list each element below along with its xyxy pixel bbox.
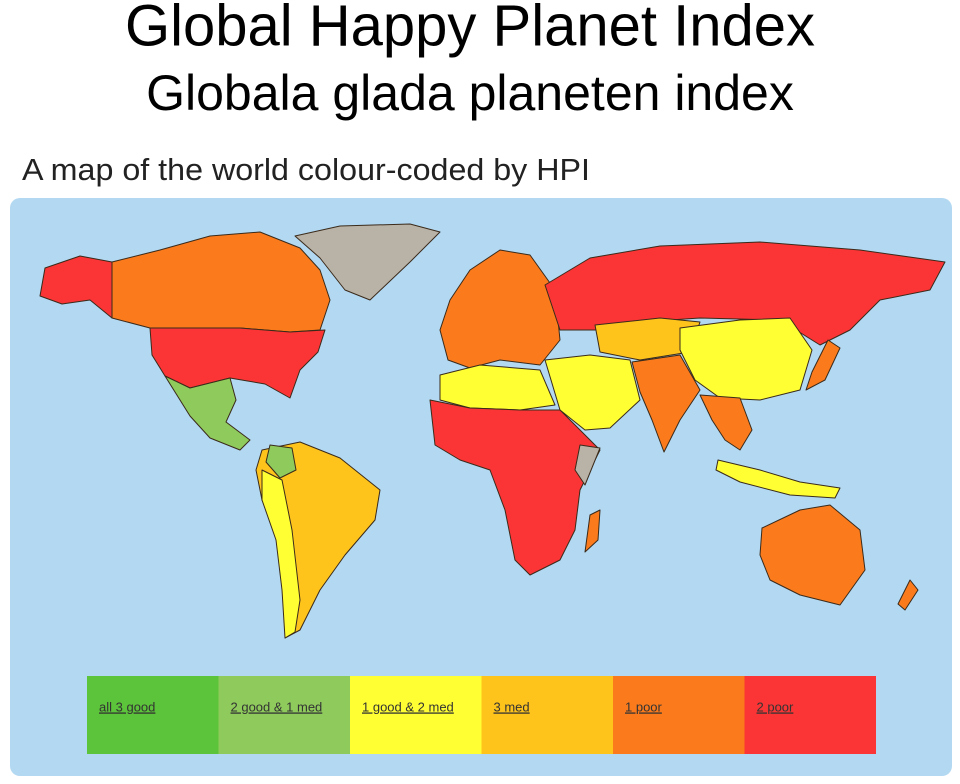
legend-swatch [87,676,219,754]
greenland [294,223,441,301]
legend-label: 2 good & 1 med [231,699,323,714]
andes [261,469,301,639]
horn [574,444,601,486]
legend-swatch [744,676,876,754]
legend-swatch [218,676,350,754]
australia [759,504,866,606]
china [679,317,813,401]
middle-east [544,354,641,431]
legend: all 3 good 2 good & 1 med 1 good & 2 med 3 … [87,676,876,754]
southeast-asia [699,394,753,451]
legend-label: all 3 good [99,699,155,714]
north-africa [439,364,556,411]
legend-swatch [350,676,482,754]
legend-label: 2 poor [757,699,795,714]
africa [429,399,601,576]
continents [39,223,946,639]
india [631,354,701,453]
page-subtitle: Globala glada planeten index [146,65,794,121]
japan [805,339,841,391]
madagascar [584,509,601,553]
map-title: A map of the world colour-coded by HPI [22,152,590,187]
legend-label: 3 med [494,699,530,714]
page-title: Global Happy Planet Index [125,0,815,58]
legend-swatch [481,676,613,754]
legend-swatch [613,676,745,754]
legend-label: 1 poor [625,699,663,714]
legend-label: 1 good & 2 med [362,699,454,714]
alaska [39,255,113,319]
new-zealand [897,579,919,611]
mexico [164,375,251,451]
indonesia [715,459,841,499]
colombia [265,444,297,479]
